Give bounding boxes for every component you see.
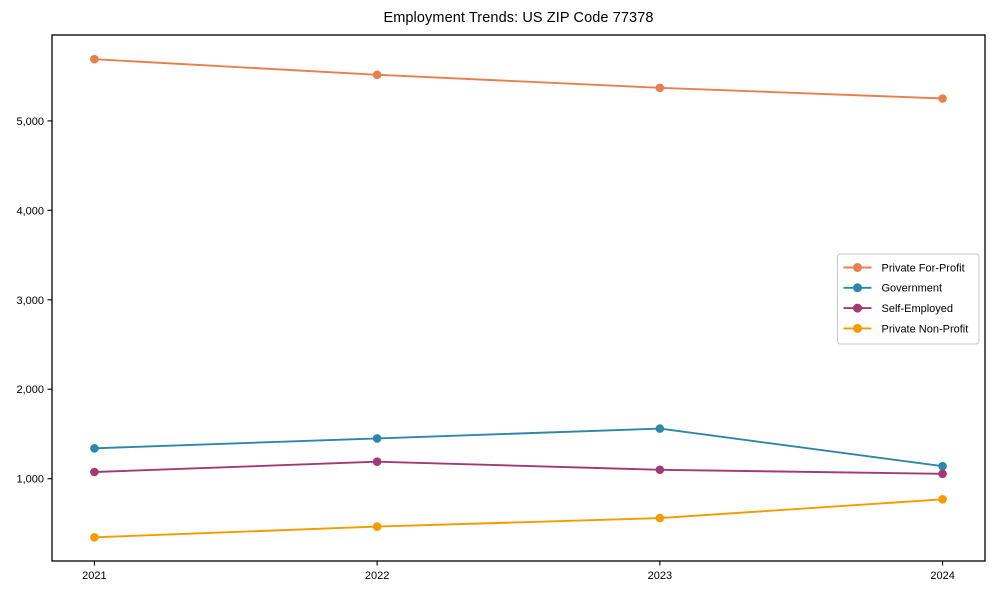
data-point — [938, 94, 947, 103]
y-tick-label: 5,000 — [16, 116, 44, 128]
legend-label: Self-Employed — [882, 303, 954, 315]
x-tick-label: 2024 — [930, 570, 954, 582]
data-point — [372, 434, 382, 443]
data-point — [372, 70, 382, 80]
data-point — [90, 532, 99, 542]
legend-label: Government — [882, 283, 943, 295]
y-tick-label: 3,000 — [16, 295, 44, 307]
y-tick-label: 2,000 — [16, 384, 44, 396]
legend-label: Private Non-Profit — [882, 323, 969, 335]
data-point — [938, 494, 947, 504]
legend-sample-marker — [853, 263, 862, 272]
data-point — [90, 54, 99, 64]
data-point — [372, 522, 382, 531]
data-point — [90, 443, 99, 453]
series-line-self-employed — [94, 460, 943, 475]
series-line-government — [94, 427, 943, 468]
chart-title: Employment Trends: US ZIP Code 77378 — [383, 10, 654, 26]
series-line-private-for-profit — [94, 58, 943, 100]
legend-sample-marker — [853, 283, 862, 293]
legend-sample-marker — [853, 323, 862, 333]
legend-label: Private For-Profit — [882, 262, 965, 274]
legend-sample-marker — [853, 303, 862, 313]
data-point — [655, 513, 665, 523]
data-point — [655, 465, 665, 475]
x-tick-label: 2023 — [648, 570, 672, 582]
y-tick-label: 4,000 — [16, 205, 44, 217]
series-line-private-non-profit — [94, 498, 943, 539]
x-tick-label: 2022 — [365, 570, 389, 582]
data-point — [90, 467, 99, 477]
data-point — [655, 83, 665, 93]
legend-box — [837, 253, 980, 345]
x-tick-label: 2021 — [82, 570, 106, 582]
data-point — [938, 461, 947, 471]
y-tick-label: 1,000 — [16, 474, 44, 486]
plot-frame — [51, 34, 986, 562]
data-point — [938, 469, 947, 479]
data-point — [655, 424, 665, 433]
data-point — [372, 457, 382, 467]
